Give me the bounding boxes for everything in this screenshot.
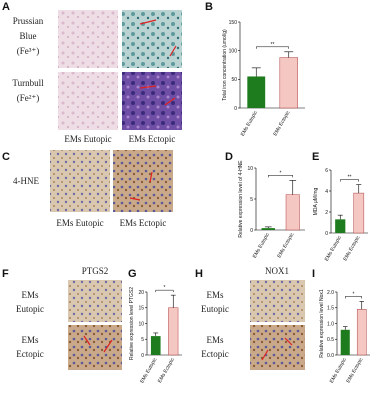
y-tick-label: 150 — [229, 20, 238, 26]
panel-label: A — [2, 1, 10, 13]
y-tick-label: 4 — [325, 189, 328, 195]
row-label: Prussian — [13, 16, 44, 26]
significance-label: * — [353, 291, 355, 297]
row-label: Eutopic — [201, 304, 229, 314]
panel-label: E — [312, 151, 319, 163]
row-label: EMs — [206, 290, 224, 300]
y-tick-label: 15 — [138, 306, 144, 312]
y-tick-label: 1.0 — [327, 321, 334, 327]
x-tick-label: EMs Ectopic — [276, 232, 295, 259]
x-tick-label: EMs Ectopic — [272, 110, 291, 137]
y-tick-label: 0 — [234, 106, 237, 112]
panel-label: C — [2, 151, 10, 163]
y-axis-label: Total iron concentration (umol/g) — [222, 29, 228, 101]
column-label: EMs Eutopic — [64, 134, 111, 144]
significance-label: ** — [271, 42, 275, 48]
bar — [168, 307, 179, 356]
y-tick-label: 0.5 — [327, 337, 334, 343]
y-tick-label: 2 — [325, 210, 328, 216]
panel-label: B — [205, 1, 213, 13]
row-label: (Fe³⁺) — [17, 46, 39, 56]
significance-label: ** — [348, 175, 352, 181]
panel-label: D — [225, 151, 233, 163]
bar — [247, 76, 266, 108]
y-axis-label: Relative expression level of 4-HNE — [238, 160, 244, 238]
y-tick-label: 5 — [141, 337, 144, 343]
y-tick-label: 100 — [229, 48, 238, 54]
bar — [279, 57, 298, 109]
y-axis-label: MDA μM/mg — [313, 187, 319, 215]
x-tick-label: EMs Eutopic — [252, 232, 271, 260]
panel-label: I — [312, 268, 315, 280]
y-tick-label: 20 — [138, 290, 144, 296]
panel-title: NOX1 — [265, 266, 289, 276]
row-label: 4-HNE — [13, 176, 39, 186]
row-label: Eutopic — [16, 304, 44, 314]
y-tick-label: 10 — [138, 321, 144, 327]
micrographs — [50, 10, 305, 370]
y-tick-label: 6 — [325, 168, 328, 174]
significance-bracket — [345, 296, 362, 299]
significance-bracket — [155, 289, 174, 293]
y-tick-label: 2.0 — [327, 290, 334, 296]
column-label: EMs Eutopic — [56, 218, 103, 228]
column-label: EMs Ectopic — [120, 218, 167, 228]
x-tick-label: EMs Ectopic — [342, 235, 361, 262]
significance-label: * — [280, 170, 282, 176]
y-tick-label: 10 — [247, 166, 253, 172]
y-tick-label: 5 — [250, 197, 253, 203]
row-label: Ectopic — [201, 349, 229, 359]
bar — [335, 219, 346, 233]
x-tick-label: EMs Eutopic — [240, 110, 259, 138]
significance-label: * — [164, 285, 166, 291]
row-label: Turnbull — [12, 78, 44, 88]
bar — [261, 228, 275, 230]
y-tick-label: 0 — [141, 353, 144, 359]
row-label: Blue — [20, 31, 37, 41]
panel-label: F — [2, 268, 9, 280]
x-tick-label: EMs Eutopic — [324, 235, 343, 263]
x-tick-label: EMs Ectopic — [157, 357, 176, 384]
x-tick-label: EMs Ectopic — [345, 357, 364, 384]
y-tick-label: 0 — [325, 231, 328, 237]
y-tick-label: 1.5 — [327, 306, 334, 312]
significance-bracket — [256, 46, 289, 49]
y-axis-label: Relative expression level PTGS2 — [129, 287, 135, 360]
panel-label: H — [195, 268, 203, 280]
significance-bracket — [340, 179, 359, 182]
row-label: (Fe²⁺) — [17, 93, 39, 103]
bar — [340, 329, 350, 355]
bar — [150, 336, 161, 355]
y-tick-label: 0 — [250, 228, 253, 234]
y-axis-label: Relative expression level Nox1 — [319, 289, 325, 358]
row-label: EMs — [21, 290, 39, 300]
x-tick-label: EMs Eutopic — [139, 357, 158, 385]
y-tick-label: 0.0 — [327, 353, 334, 359]
panel-label: G — [128, 268, 137, 280]
row-label: EMs — [21, 335, 39, 345]
bar — [356, 309, 367, 356]
significance-bracket — [268, 175, 293, 178]
bar — [353, 192, 365, 234]
column-label: EMs Ectopic — [129, 134, 176, 144]
panel-title: PTGS2 — [82, 266, 109, 276]
bar-chart: 0 2 4 6 MDA μM/mg EMs Eutopic EMs Ectopic ** — [313, 168, 368, 263]
row-label: EMs — [206, 335, 224, 345]
y-tick-label: 50 — [231, 77, 237, 83]
row-label: Ectopic — [16, 349, 44, 359]
bar — [285, 194, 300, 231]
